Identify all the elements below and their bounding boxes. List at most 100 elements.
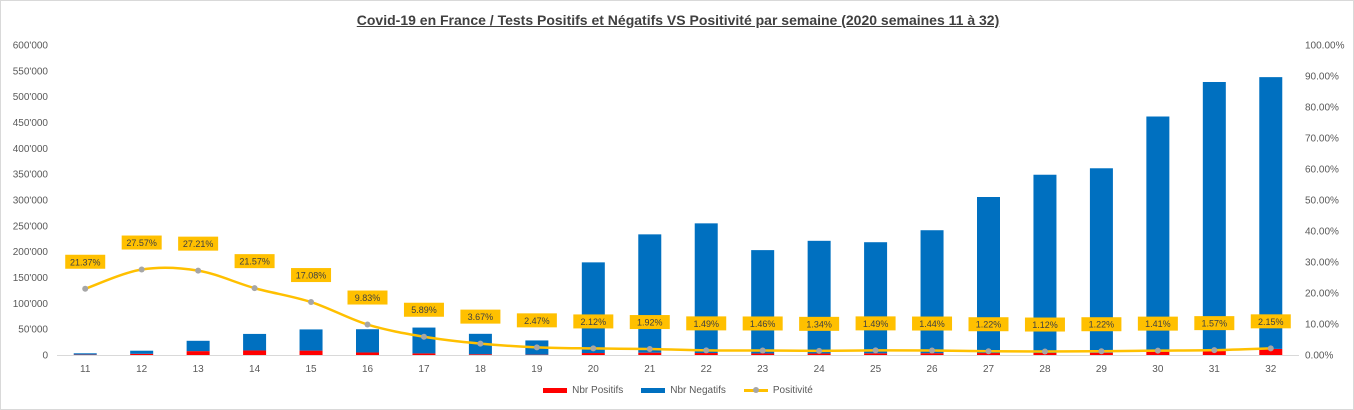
bar-positifs: [186, 351, 210, 355]
x-tick-label: 25: [870, 364, 882, 375]
positivite-point: [1098, 348, 1105, 355]
data-label-box: [347, 290, 388, 305]
bar-positifs: [412, 353, 436, 355]
y-left-tick-label: 300'000: [13, 196, 49, 207]
chart-legend: Nbr Positifs Nbr Negatifs Positivité: [1, 385, 1354, 396]
x-tick-label: 26: [926, 364, 938, 375]
bar-negatifs: [1259, 77, 1283, 349]
data-label: 1.49%: [863, 319, 889, 329]
y-left-tick-label: 600'000: [13, 41, 49, 52]
y-right-tick-label: 20.00%: [1305, 289, 1339, 300]
y-right-tick-label: 80.00%: [1305, 103, 1339, 114]
positivite-point: [929, 347, 936, 354]
x-tick-label: 21: [644, 364, 656, 375]
x-tick-label: 30: [1152, 364, 1164, 375]
y-left-tick-label: 50'000: [18, 325, 48, 336]
data-label: 1.92%: [637, 318, 663, 328]
positivite-point: [1211, 347, 1218, 354]
x-tick-label: 12: [136, 364, 148, 375]
bar-positifs: [694, 353, 718, 355]
legend-label-negatifs: Nbr Negatifs: [670, 385, 726, 396]
bar-negatifs: [1089, 168, 1113, 353]
positivite-point: [1154, 347, 1161, 354]
x-tick-label: 15: [305, 364, 317, 375]
bar-positifs: [920, 353, 944, 355]
positivite-point: [82, 285, 89, 292]
legend-swatch-positifs: [543, 388, 568, 393]
positivite-point: [703, 347, 710, 354]
bar-negatifs: [581, 262, 605, 354]
x-tick-label: 11: [80, 364, 91, 375]
data-label-box: [573, 314, 614, 329]
bar-negatifs: [130, 350, 154, 354]
legend-item-negatifs: Nbr Negatifs: [641, 385, 726, 396]
data-label: 1.22%: [976, 320, 1002, 330]
data-label: 1.12%: [1032, 320, 1058, 330]
bar-negatifs: [412, 327, 436, 354]
data-label-box: [855, 316, 896, 331]
y-left-tick-label: 200'000: [13, 247, 49, 258]
data-label-box: [1250, 314, 1291, 329]
y-right-tick-label: 100.00%: [1305, 41, 1345, 52]
bar-negatifs: [920, 230, 944, 354]
data-label: 1.22%: [1089, 320, 1115, 330]
legend-label-positifs: Nbr Positifs: [572, 385, 624, 396]
data-label: 17.08%: [296, 271, 327, 281]
data-label: 2.12%: [581, 317, 607, 327]
y-left-tick-label: 500'000: [13, 92, 49, 103]
bar-positifs: [1259, 348, 1283, 355]
bar-negatifs: [694, 223, 718, 354]
x-tick-label: 31: [1209, 364, 1221, 375]
bar-positifs: [581, 353, 605, 355]
bar-negatifs: [1146, 116, 1170, 352]
y-left-tick-label: 0: [42, 351, 48, 362]
data-label: 2.15%: [1258, 317, 1284, 327]
data-label: 9.83%: [355, 293, 381, 303]
positivite-point: [195, 267, 202, 274]
data-label: 21.57%: [239, 257, 270, 267]
positivite-point: [251, 285, 258, 292]
y-left-tick-label: 450'000: [13, 118, 49, 129]
y-right-tick-label: 90.00%: [1305, 72, 1339, 83]
data-label: 3.67%: [468, 312, 494, 322]
data-label: 1.41%: [1145, 319, 1171, 329]
data-label-box: [629, 315, 670, 330]
x-tick-label: 20: [588, 364, 600, 375]
positivite-point: [420, 333, 427, 340]
y-left-tick-label: 400'000: [13, 144, 49, 155]
x-tick-label: 27: [983, 364, 995, 375]
positivite-point: [1041, 348, 1048, 355]
y-right-tick-label: 0.00%: [1305, 351, 1333, 362]
y-right-tick-label: 50.00%: [1305, 196, 1339, 207]
bar-negatifs: [807, 240, 831, 354]
y-right-tick-label: 40.00%: [1305, 227, 1339, 238]
positivite-point: [477, 340, 484, 347]
data-label: 2.47%: [524, 316, 550, 326]
data-label-box: [121, 235, 162, 250]
positivite-point: [308, 299, 315, 306]
data-label-box: [178, 236, 219, 251]
y-left-tick-label: 350'000: [13, 170, 49, 181]
x-tick-label: 19: [531, 364, 543, 375]
bar-negatifs: [186, 340, 210, 352]
legend-item-positifs: Nbr Positifs: [543, 385, 623, 396]
positivite-point: [816, 347, 823, 354]
data-label-box: [1137, 316, 1178, 331]
legend-label-positivite: Positivité: [772, 385, 813, 396]
y-right-tick-label: 30.00%: [1305, 258, 1339, 269]
y-left-tick-label: 550'000: [13, 66, 49, 77]
x-tick-label: 24: [814, 364, 826, 375]
bar-positifs: [130, 353, 154, 355]
data-label: 21.37%: [70, 257, 101, 267]
data-label-box: [403, 302, 444, 317]
data-label: 1.44%: [919, 319, 945, 329]
legend-item-positivite: Positivité: [743, 385, 813, 396]
positivite-point: [646, 346, 653, 353]
data-label-box: [1081, 317, 1122, 332]
data-label: 27.57%: [126, 238, 157, 248]
positivite-point: [872, 347, 879, 354]
data-label: 27.21%: [183, 239, 214, 249]
bar-negatifs: [1033, 174, 1057, 353]
x-tick-label: 29: [1096, 364, 1108, 375]
